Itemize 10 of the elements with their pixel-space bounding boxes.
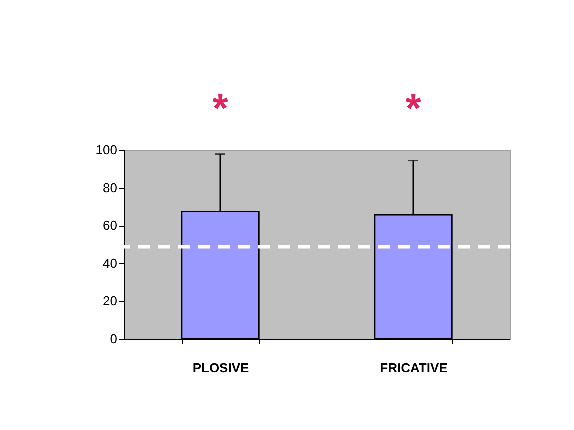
x-tick-label: PLOSIVE (192, 360, 250, 376)
y-tick-label: 0 (110, 332, 118, 346)
text: * (212, 87, 229, 131)
y-tick-label: 100 (96, 142, 118, 158)
y-tick-label: 20 (103, 294, 118, 309)
y-tick-label: 60 (103, 218, 118, 234)
y-tick-label: 40 (103, 256, 118, 271)
x-tick-label: FRICATIVE (380, 360, 448, 376)
y-tick-label: 80 (103, 180, 118, 196)
text: * (406, 87, 422, 131)
